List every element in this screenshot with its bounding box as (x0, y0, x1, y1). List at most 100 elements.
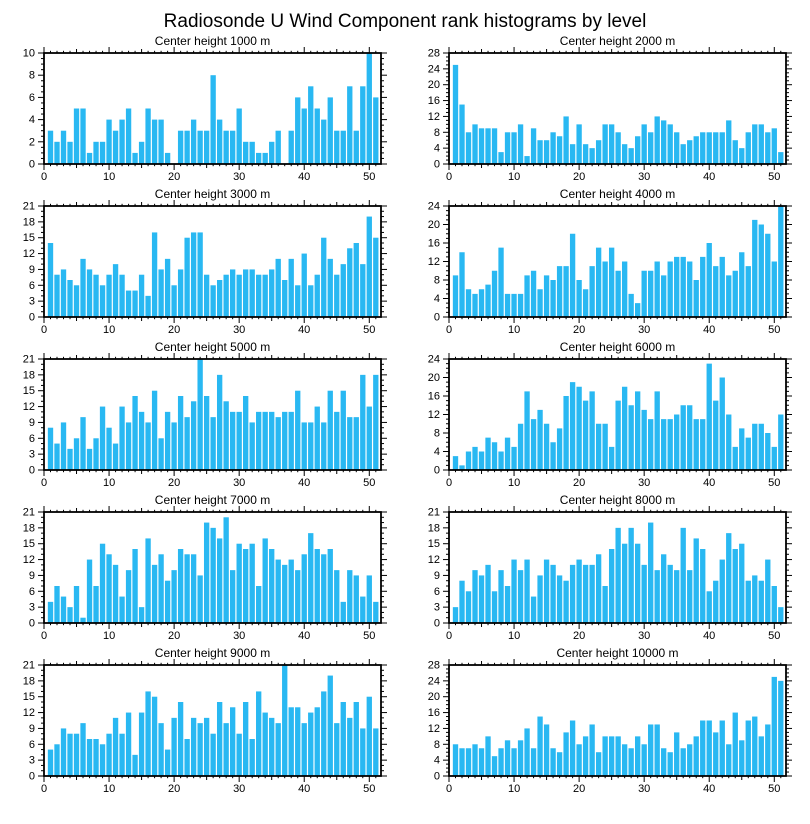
plot-box (43, 664, 382, 777)
bar (223, 517, 229, 623)
bar (524, 156, 530, 164)
panel-title: Center height 6000 m (560, 340, 675, 354)
x-tick-label: 0 (446, 324, 452, 336)
bar (563, 732, 569, 776)
bar (177, 130, 184, 164)
panel-cell: 0 10 20 30 40 50 0 3 6 9 12 15 18 21 Center height 300… (0, 186, 405, 339)
bar (582, 736, 589, 776)
plot-box (448, 664, 787, 777)
x-tick-label: 50 (363, 630, 375, 642)
histogram-panel-1: 0 10 20 30 40 50 0 2 4 6 8 10 Center height 1000 m (23, 34, 387, 183)
bar (485, 284, 491, 318)
bar (765, 433, 771, 470)
panel-title: Center height 7000 m (155, 493, 270, 507)
plot-box (448, 205, 787, 318)
bar (745, 266, 751, 318)
bar (615, 132, 621, 164)
y-tick-label: 0 (29, 312, 35, 324)
bar (569, 233, 576, 317)
y-tick-label: 0 (29, 618, 35, 630)
bar (739, 428, 745, 471)
bar (112, 443, 119, 470)
bar (608, 124, 615, 164)
x-tick-label: 30 (233, 171, 245, 183)
bar (353, 130, 359, 164)
bar (745, 720, 751, 776)
y-tick-label: 6 (29, 280, 35, 292)
bar (556, 752, 563, 776)
bar (550, 280, 556, 317)
bar (138, 274, 145, 317)
x-tick-label: 30 (638, 324, 650, 336)
bar (321, 691, 327, 776)
bar (203, 396, 210, 470)
bar (693, 538, 699, 623)
bar (177, 702, 184, 776)
bar (537, 575, 543, 623)
bar (230, 707, 236, 776)
bar (223, 274, 229, 317)
bars (452, 522, 784, 623)
bar (314, 108, 320, 164)
plot-box (448, 511, 787, 624)
bar (498, 247, 504, 318)
bar (184, 237, 190, 317)
bar (752, 716, 758, 776)
bar (256, 411, 262, 470)
bar (327, 549, 333, 623)
y-tick-label: 24 (428, 201, 440, 213)
bar (641, 409, 647, 471)
y-tick-label: 9 (29, 570, 35, 582)
y-tick-label: 0 (29, 771, 35, 783)
bar (635, 391, 641, 471)
bar (582, 400, 589, 471)
bar (778, 680, 784, 776)
y-tick-label: 24 (428, 63, 440, 75)
bar (641, 744, 647, 776)
bar (569, 144, 576, 164)
bar (459, 465, 465, 471)
bar (648, 522, 654, 623)
bar (654, 391, 660, 471)
bars (452, 676, 784, 776)
bar (119, 733, 125, 776)
bar (197, 130, 203, 164)
bar (132, 396, 138, 470)
x-tick-label: 30 (638, 630, 650, 642)
bar (80, 258, 86, 317)
bar (184, 739, 190, 776)
bar (184, 417, 190, 470)
bar (334, 411, 340, 470)
bar (563, 396, 569, 470)
bar (347, 86, 353, 164)
bar (86, 448, 93, 470)
bar (511, 559, 517, 623)
bar (615, 270, 621, 317)
bar (491, 591, 498, 623)
x-tick-label: 10 (508, 783, 520, 795)
bar (765, 233, 771, 317)
x-tick-label: 10 (103, 630, 115, 642)
bar (256, 274, 262, 317)
bar (171, 422, 177, 470)
bar (563, 116, 569, 164)
x-tick-label: 10 (103, 324, 115, 336)
x-tick-label: 40 (703, 477, 715, 489)
bar (511, 293, 517, 318)
panel-cell: 0 10 20 30 40 50 0 4 8 12 16 20 24 Center height 6000… (405, 339, 810, 492)
y-tick-label: 4 (434, 755, 440, 767)
x-tick-label: 40 (703, 324, 715, 336)
bar (661, 419, 667, 471)
bar (511, 446, 517, 471)
bar (373, 97, 379, 164)
bar (210, 75, 216, 164)
bar (373, 374, 379, 470)
bar (216, 702, 223, 776)
bar (308, 86, 314, 164)
bar (288, 411, 294, 470)
bar (138, 607, 145, 623)
bar (158, 269, 164, 317)
y-tick-label: 12 (428, 723, 440, 735)
bar (151, 232, 158, 317)
x-tick-label: 20 (168, 783, 180, 795)
